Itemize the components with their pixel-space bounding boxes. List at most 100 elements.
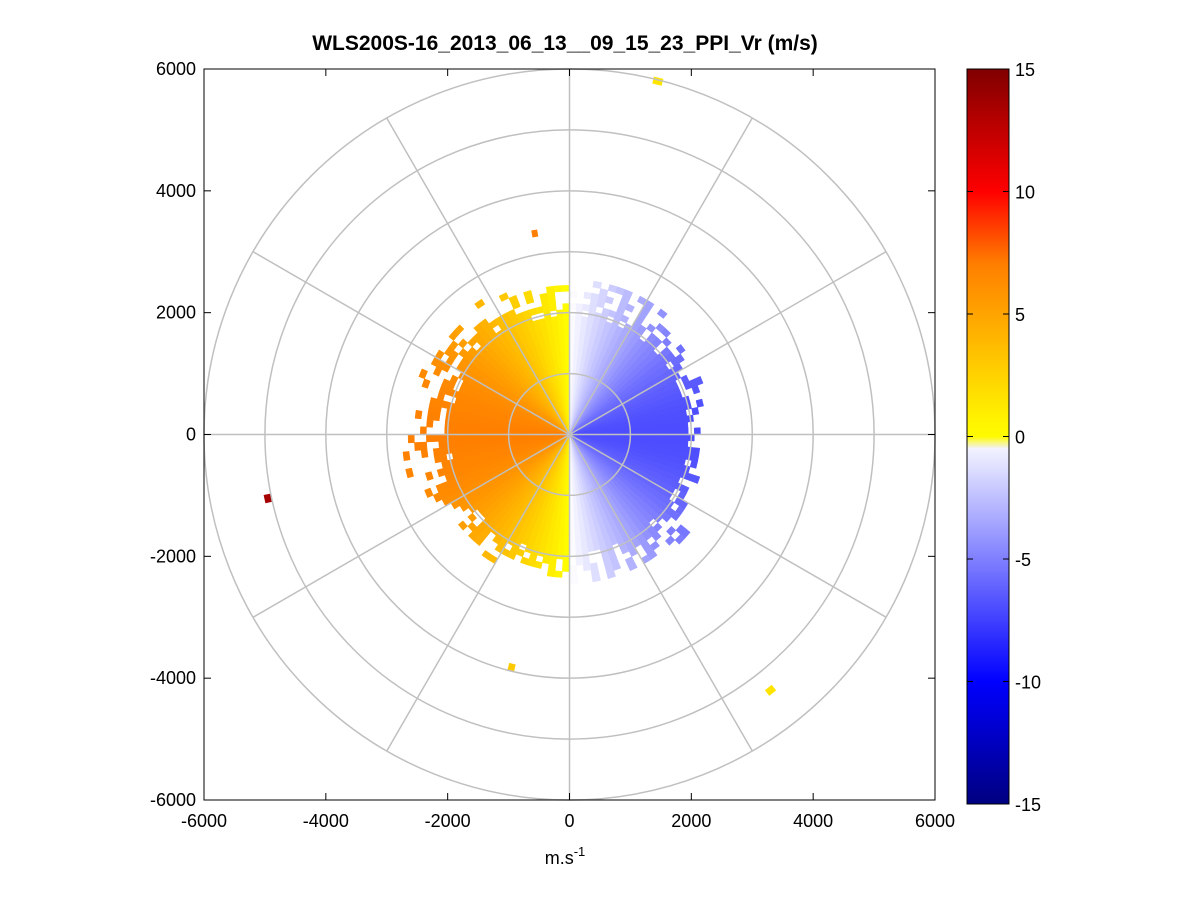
velocity-cell <box>432 447 441 457</box>
velocity-cell <box>663 439 671 446</box>
velocity-cell <box>432 412 441 422</box>
polar-grid <box>203 68 936 801</box>
velocity-cell <box>661 512 672 523</box>
velocity-cell <box>670 511 681 522</box>
velocity-cell <box>558 534 565 542</box>
velocity-cell <box>669 423 677 430</box>
velocity-cell <box>558 528 565 536</box>
velocity-cell <box>563 534 570 542</box>
velocity-cell <box>575 303 584 311</box>
velocity-cell <box>561 364 567 372</box>
y-tick-label: -6000 <box>150 790 196 810</box>
velocity-cell <box>581 545 589 553</box>
velocity-cell <box>462 434 470 441</box>
velocity-cell <box>574 327 581 335</box>
velocity-cell <box>574 534 581 542</box>
velocity-cell <box>560 352 566 360</box>
velocity-cell <box>563 540 570 548</box>
velocity-cell <box>520 556 530 566</box>
x-tick-label: 0 <box>564 811 574 831</box>
velocity-cell <box>582 563 592 572</box>
velocity-cell <box>575 546 583 554</box>
velocity-cell <box>638 426 646 432</box>
velocity-cell <box>523 289 533 299</box>
velocity-cell <box>414 442 422 451</box>
velocity-cell <box>557 321 565 329</box>
velocity-cell <box>474 438 482 445</box>
velocity-cell <box>675 353 685 364</box>
velocity-cell <box>451 446 459 454</box>
velocity-cell <box>663 434 671 441</box>
velocity-cell <box>660 327 672 338</box>
x-axis-label: m.s-1 <box>545 844 586 868</box>
plot-area: -6000 -4000 -2000 0 2000 4000 6000 6000 4000 200… <box>150 59 955 831</box>
velocity-cell <box>661 337 672 348</box>
y-tick-label: 0 <box>186 425 196 445</box>
velocity-cell <box>573 509 579 517</box>
velocity-cell <box>569 534 576 542</box>
velocity-cell <box>691 385 701 395</box>
colorbar-tick-label: 15 <box>1015 60 1035 80</box>
velocity-cell <box>691 474 701 484</box>
velocity-cell <box>681 434 689 441</box>
velocity-cell <box>656 419 664 426</box>
velocity-cell <box>563 546 570 554</box>
velocity-cell <box>680 415 688 423</box>
x-tick-label: -6000 <box>181 811 227 831</box>
velocity-cell <box>675 344 686 355</box>
velocity-cell <box>420 426 427 435</box>
x-tick-label: 2000 <box>671 811 711 831</box>
velocity-cell <box>650 420 658 427</box>
velocity-cell <box>542 556 551 565</box>
velocity-cell <box>575 558 584 566</box>
velocity-cell <box>575 315 583 323</box>
velocity-cell <box>462 423 470 430</box>
velocity-cell <box>545 285 555 294</box>
velocity-cell <box>468 428 476 435</box>
velocity-cell <box>569 540 576 548</box>
velocity-cell <box>675 439 683 447</box>
velocity-cell <box>426 411 435 421</box>
velocity-cell <box>456 434 464 441</box>
velocity-cell <box>450 434 458 441</box>
grid-spoke <box>252 433 570 618</box>
grid-spoke <box>568 434 753 752</box>
velocity-cell <box>457 338 468 349</box>
velocity-cell <box>438 440 446 449</box>
colorbar-tick-label: 0 <box>1015 428 1025 448</box>
velocity-cell <box>414 409 423 420</box>
y-tick-label: 4000 <box>156 181 196 201</box>
velocity-cell <box>606 570 616 580</box>
velocity-cell <box>552 328 560 336</box>
isolated-returns <box>263 76 777 696</box>
velocity-cell <box>555 346 562 354</box>
x-axis-label-exponent: -1 <box>574 844 586 859</box>
velocity-cell <box>572 503 578 511</box>
velocity-cell <box>573 516 579 523</box>
velocity-cell <box>624 303 635 313</box>
velocity-cell <box>474 298 486 310</box>
velocity-cell <box>420 449 429 459</box>
velocity-cell <box>582 557 591 566</box>
velocity-cell <box>479 318 490 329</box>
isolated-return <box>507 662 516 672</box>
velocity-cell <box>651 425 658 431</box>
velocity-cell <box>556 546 564 554</box>
velocity-cell <box>453 324 465 335</box>
x-axis-label-base: m.s <box>545 848 574 868</box>
velocity-cell <box>681 440 689 448</box>
velocity-cell <box>574 333 581 341</box>
velocity-cell <box>450 421 458 429</box>
velocity-cell <box>574 321 582 329</box>
velocity-cell <box>499 437 507 443</box>
velocity-cell <box>579 527 586 535</box>
velocity-cell <box>604 295 615 305</box>
velocity-cell <box>553 334 560 342</box>
velocity-cell <box>569 528 576 536</box>
velocity-cell <box>569 291 578 298</box>
velocity-cell <box>563 528 570 536</box>
x-axis: -6000 -4000 -2000 0 2000 4000 6000 <box>181 69 955 831</box>
velocity-cell <box>619 314 630 324</box>
velocity-cell <box>569 571 578 578</box>
x-tick-label: 4000 <box>793 811 833 831</box>
